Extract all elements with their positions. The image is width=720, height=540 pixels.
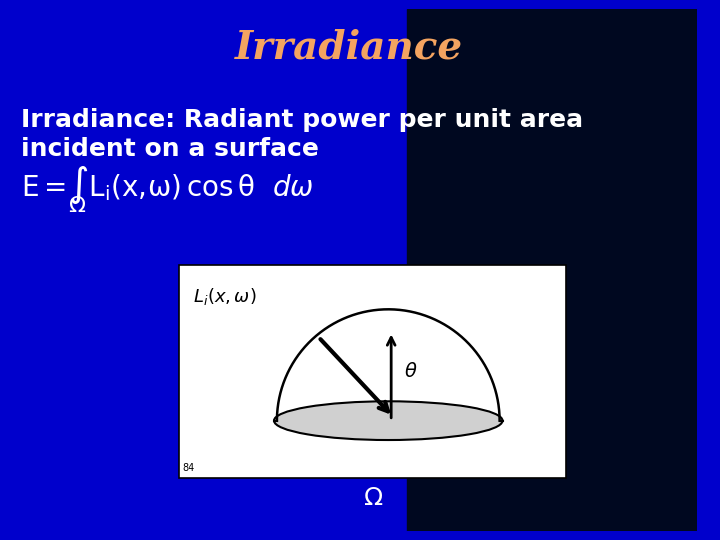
Text: $\mathrm{E} = \!\int \mathrm{L_i(x,\!\omega)\,cos\,\theta\ \ \mathit{d\omega}}$: $\mathrm{E} = \!\int \mathrm{L_i(x,\!\om… xyxy=(22,164,314,206)
Text: incident on a surface: incident on a surface xyxy=(22,137,319,161)
Bar xyxy=(179,265,567,478)
Ellipse shape xyxy=(274,401,503,440)
Text: 84: 84 xyxy=(182,463,194,474)
Text: Irradiance: Irradiance xyxy=(235,28,463,66)
Text: Irradiance: Radiant power per unit area: Irradiance: Radiant power per unit area xyxy=(22,108,583,132)
Text: $\theta$: $\theta$ xyxy=(404,362,418,381)
Text: $\Omega$: $\Omega$ xyxy=(68,196,86,216)
Text: $L_i(x,\omega)$: $L_i(x,\omega)$ xyxy=(193,286,256,307)
Polygon shape xyxy=(407,9,697,531)
Text: $\Omega$: $\Omega$ xyxy=(363,485,383,510)
Polygon shape xyxy=(39,0,390,1)
